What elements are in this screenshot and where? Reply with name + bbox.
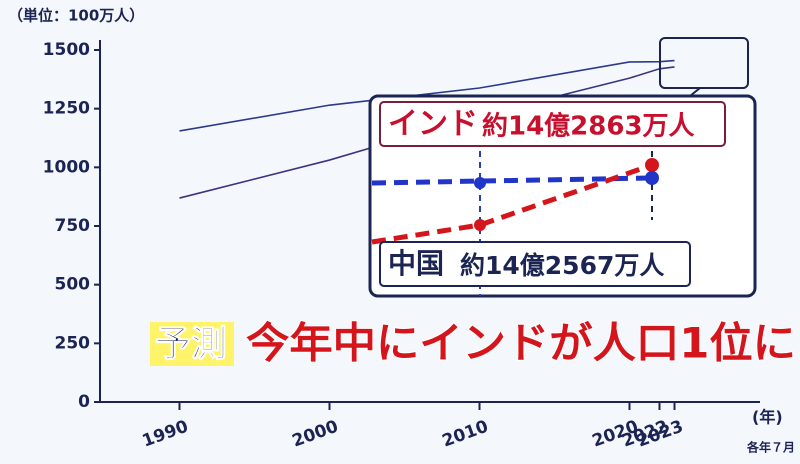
india-value: 約14億2863万人 [482,111,695,142]
y-tick-label: 500 [55,275,91,295]
inset-dot [474,177,486,189]
x-tick-label: 2000 [290,417,341,452]
note: 各年７月 [746,440,795,455]
forecast: 予測 [155,324,227,365]
china-box [379,241,691,287]
headline: 今年中にインドが人口1位に [246,319,796,368]
inset-dot [474,219,486,231]
inset-dot [645,171,659,185]
china-name: 中国 [388,247,444,280]
y-tick-label: 250 [55,333,91,353]
india-name: インド [388,107,478,142]
inset-dot [645,158,659,172]
y-tick-label: 1250 [43,99,90,119]
x-unit-label: (年) [752,408,783,427]
y-tick-label: 0 [78,392,90,412]
x-tick-label: 2010 [440,417,491,452]
inset-india [371,162,653,245]
y-tick-label: 1000 [43,157,90,177]
series-line [179,59,675,132]
forecast-bg [150,322,234,366]
zoom-box [659,37,749,89]
china-value: 約14億2567万人 [460,251,664,280]
y-tick-label: 1500 [43,40,90,60]
x-tick-label: 1990 [140,417,191,452]
india-box [379,101,726,147]
y-tick-label: 750 [55,216,91,236]
unit-label: （単位：100万人） [8,7,144,25]
